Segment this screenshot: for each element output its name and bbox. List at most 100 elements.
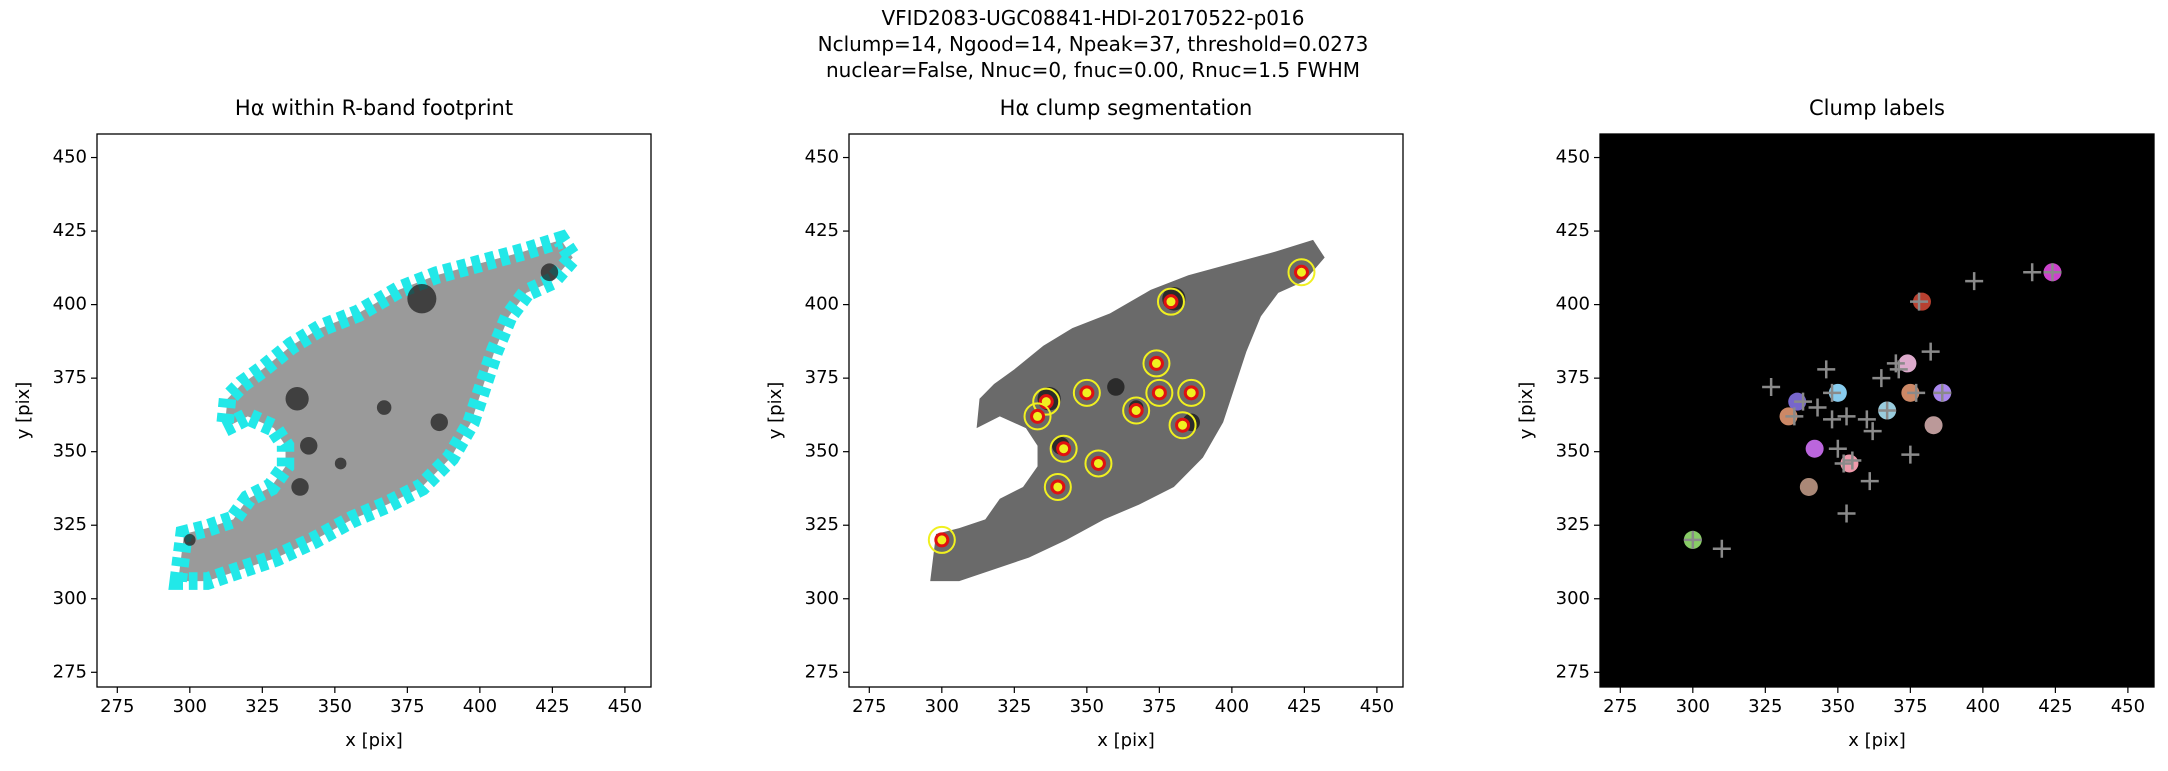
y-tick-label: 275 bbox=[53, 661, 87, 682]
peak-marker bbox=[1901, 445, 1920, 464]
clump-contour bbox=[1023, 402, 1052, 431]
clump-contour bbox=[1032, 387, 1061, 416]
x-tick-label: 300 bbox=[1676, 696, 1710, 717]
x-tick-label: 325 bbox=[1748, 696, 1782, 717]
peak-marker bbox=[1872, 369, 1891, 388]
axes-frame bbox=[848, 133, 1404, 688]
y-tick-label: 275 bbox=[1556, 661, 1590, 682]
clump-contour bbox=[1084, 449, 1113, 478]
peak-marker bbox=[1889, 360, 1908, 379]
image bbox=[1600, 134, 2154, 687]
clump-contour bbox=[927, 525, 956, 554]
x-tick-label: 375 bbox=[1893, 696, 1927, 717]
peak-marker bbox=[1933, 383, 1952, 402]
clump-marker bbox=[1183, 385, 1199, 401]
peak-marker bbox=[1762, 377, 1781, 396]
clump-contour bbox=[1049, 434, 1078, 463]
clump-marker bbox=[1163, 294, 1179, 310]
clump-marker bbox=[1293, 264, 1309, 280]
peak-marker bbox=[1712, 539, 1731, 558]
peak-marker bbox=[1863, 422, 1882, 441]
x-tick-label: 425 bbox=[535, 696, 569, 717]
peak-marker bbox=[1860, 472, 1879, 491]
galaxy-image bbox=[178, 240, 572, 581]
peak-marker bbox=[1921, 342, 1940, 361]
y-tick-label: 325 bbox=[805, 514, 839, 535]
x-tick-label: 275 bbox=[852, 696, 886, 717]
y-tick-label: 400 bbox=[53, 294, 87, 315]
figure-title: Nclump=14, Ngood=14, Npeak=37, threshold… bbox=[818, 32, 1369, 56]
y-tick-label: 450 bbox=[1556, 147, 1590, 168]
clump-contour bbox=[1122, 396, 1151, 425]
y-tick-label: 425 bbox=[805, 220, 839, 241]
x-axis-label: x [pix] bbox=[1848, 730, 1906, 751]
peak-marker bbox=[1785, 407, 1804, 426]
galaxy-image bbox=[930, 239, 1325, 582]
y-tick-label: 300 bbox=[53, 588, 87, 609]
peak-marker bbox=[1878, 401, 1897, 420]
x-axis-label: x [pix] bbox=[345, 730, 403, 751]
y-tick-label: 375 bbox=[53, 367, 87, 388]
x-tick-label: 275 bbox=[1603, 696, 1637, 717]
peak-marker bbox=[2023, 263, 2042, 282]
peak-marker bbox=[1910, 292, 1929, 311]
clump-contour bbox=[1156, 287, 1185, 316]
x-tick-label: 275 bbox=[100, 696, 134, 717]
axes-frame bbox=[1599, 133, 2155, 688]
clump-label bbox=[1924, 416, 1943, 435]
peak-marker bbox=[1837, 407, 1856, 426]
x-tick-label: 300 bbox=[925, 696, 959, 717]
peak-marker bbox=[1817, 360, 1836, 379]
x-tick-label: 350 bbox=[1821, 696, 1855, 717]
y-tick-label: 375 bbox=[1556, 367, 1590, 388]
clump-marker bbox=[1175, 417, 1191, 433]
peak-marker bbox=[1857, 410, 1876, 429]
x-tick-label: 300 bbox=[173, 696, 207, 717]
y-tick-label: 450 bbox=[805, 147, 839, 168]
peak-marker bbox=[1808, 398, 1827, 417]
peak-marker bbox=[1823, 383, 1842, 402]
y-tick-label: 425 bbox=[1556, 220, 1590, 241]
y-tick-label: 350 bbox=[1556, 441, 1590, 462]
x-tick-label: 400 bbox=[1215, 696, 1249, 717]
y-axis-label: y [pix] bbox=[1516, 382, 1537, 440]
clump-label bbox=[1805, 439, 1824, 458]
y-tick-label: 425 bbox=[53, 220, 87, 241]
y-axis-label: y [pix] bbox=[13, 382, 34, 440]
image bbox=[930, 239, 1325, 582]
x-tick-label: 425 bbox=[1287, 696, 1321, 717]
y-tick-label: 325 bbox=[53, 514, 87, 535]
peak-marker bbox=[1965, 272, 1984, 291]
subplot-title: Clump labels bbox=[1809, 96, 1945, 120]
clump-marker bbox=[1056, 441, 1072, 457]
x-tick-label: 450 bbox=[2111, 696, 2145, 717]
peak-marker bbox=[2043, 263, 2062, 282]
y-tick-label: 400 bbox=[805, 294, 839, 315]
peak-marker bbox=[1907, 383, 1926, 402]
clump-label bbox=[1898, 354, 1917, 373]
bright-regions bbox=[184, 263, 559, 546]
y-tick-label: 300 bbox=[805, 588, 839, 609]
x-tick-label: 400 bbox=[1966, 696, 2000, 717]
clump-marker bbox=[1050, 479, 1066, 495]
axes-background bbox=[1600, 134, 2154, 687]
clump-marker bbox=[1148, 355, 1164, 371]
axes-frame bbox=[96, 133, 652, 688]
peak-marker bbox=[1837, 504, 1856, 523]
y-axis-label: y [pix] bbox=[765, 382, 786, 440]
clump-marker bbox=[1151, 385, 1167, 401]
clump-contour bbox=[1145, 378, 1174, 407]
peak-marker bbox=[1823, 410, 1842, 429]
figure-title: nuclear=False, Nnuc=0, fnuc=0.00, Rnuc=1… bbox=[826, 58, 1360, 82]
y-tick-label: 400 bbox=[1556, 294, 1590, 315]
subplot-title: Hα within R-band footprint bbox=[235, 96, 513, 120]
x-tick-label: 450 bbox=[1360, 696, 1394, 717]
clump-marker bbox=[1128, 403, 1144, 418]
y-tick-label: 450 bbox=[53, 147, 87, 168]
peak-marker bbox=[1834, 454, 1853, 473]
image bbox=[178, 240, 572, 581]
clump-contour bbox=[1287, 258, 1316, 287]
x-tick-label: 325 bbox=[997, 696, 1031, 717]
y-tick-label: 300 bbox=[1556, 588, 1590, 609]
